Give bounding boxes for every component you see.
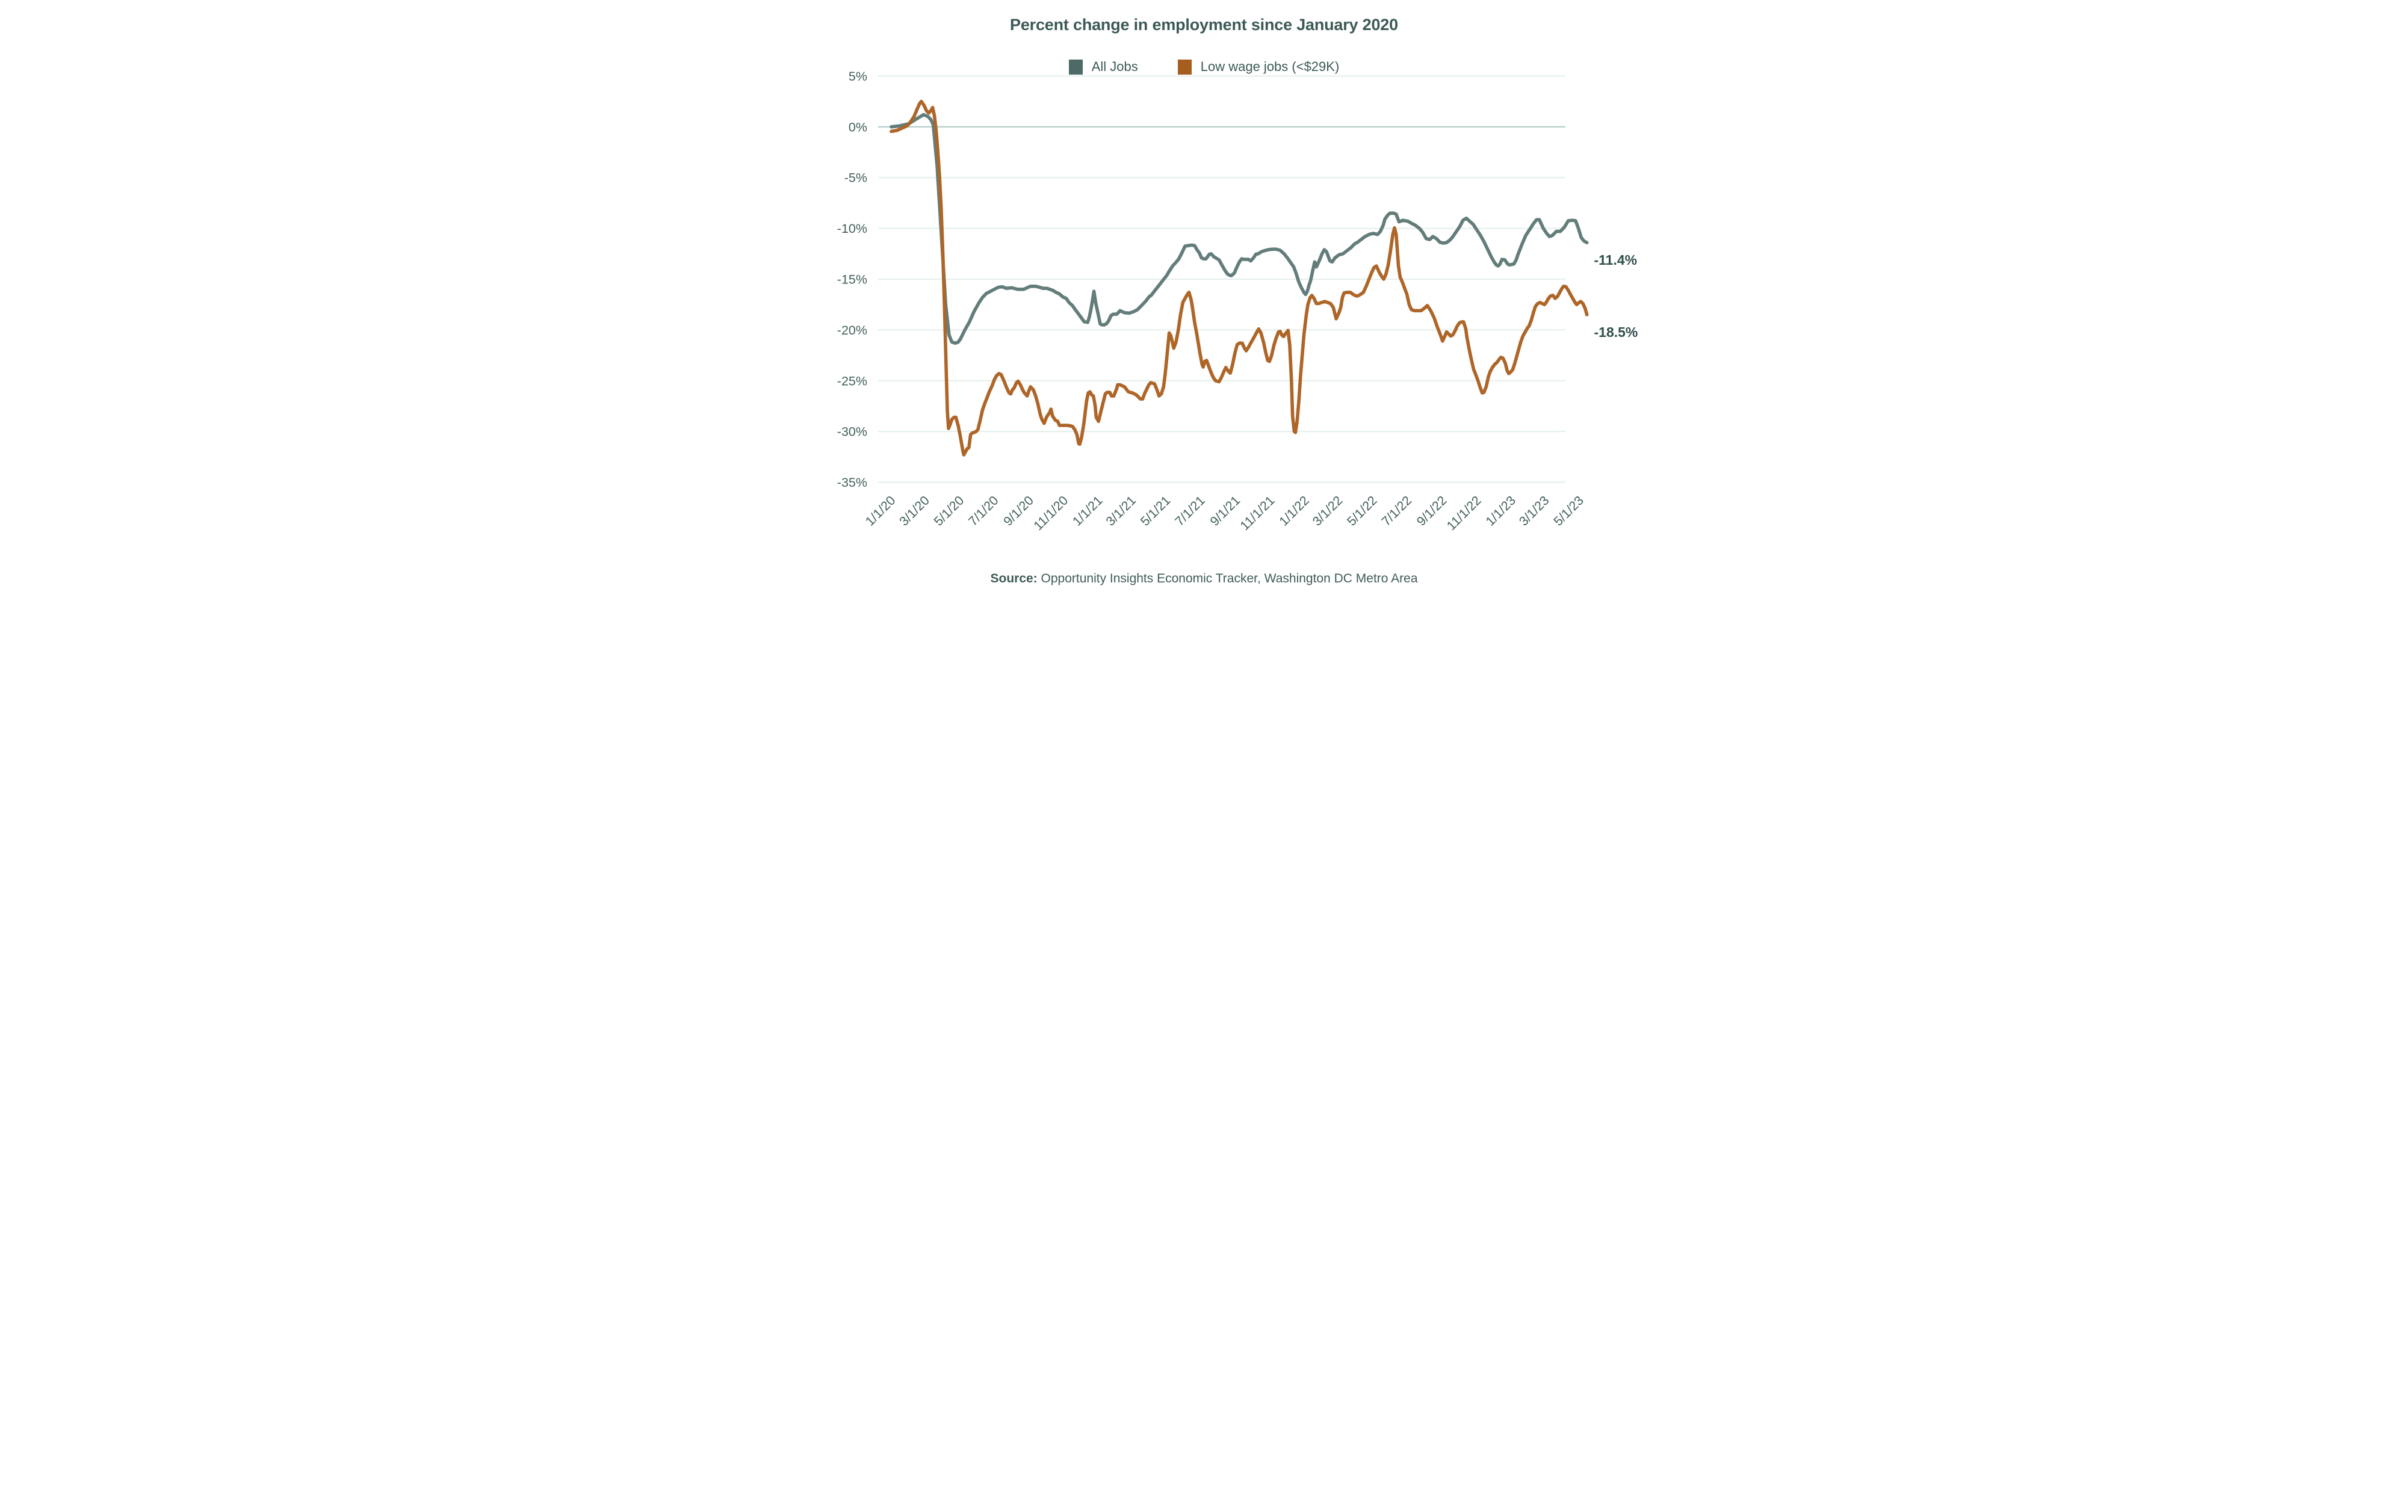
legend-item-low-wage: Low wage jobs (<$29K)	[1177, 59, 1340, 75]
x-tick-label: 1/1/23	[1482, 493, 1518, 529]
x-tick-label: 5/1/20	[931, 493, 967, 529]
low-wage-swatch-icon	[1177, 59, 1192, 75]
y-tick-label: 5%	[848, 69, 867, 84]
series-line-low-wage	[889, 99, 1588, 457]
y-tick-label: -25%	[837, 374, 867, 388]
legend-item-all-jobs: All Jobs	[1068, 59, 1138, 75]
chart-title: Percent change in employment since Janua…	[1010, 16, 1398, 34]
y-tick-label: -5%	[844, 171, 867, 185]
x-tick-label: 11/1/21	[1237, 493, 1278, 534]
x-tick-label: 3/1/20	[896, 493, 932, 529]
x-tick-label: 7/1/20	[965, 493, 1001, 529]
y-tick-label: -30%	[837, 425, 867, 439]
source-text: Opportunity Insights Economic Tracker, W…	[1037, 572, 1418, 585]
x-tick-label: 3/1/23	[1516, 493, 1552, 529]
y-tick-label: -10%	[837, 221, 867, 236]
chart-canvas: 5%0%-5%-10%-15%-20%-25%-30%-35%1/1/203/1…	[837, 69, 1588, 534]
y-tick-label: -15%	[837, 272, 867, 286]
x-tick-label: 11/1/20	[1030, 493, 1071, 534]
source-attribution: Source: Opportunity Insights Economic Tr…	[723, 572, 1686, 586]
legend-label-low-wage: Low wage jobs (<$29K)	[1200, 59, 1340, 74]
x-tick-label: 1/1/22	[1276, 493, 1311, 529]
y-tick-label: -35%	[837, 475, 867, 490]
employment-chart: 5% 0% -5% -10% -15% -20% -25% -30% -35% 1/1/20 3/1…	[722, 0, 1686, 605]
x-tick-label: 5/1/22	[1344, 493, 1379, 529]
low-wage-end-value-label: -18.5%	[1594, 324, 1638, 340]
y-tick-label: -20%	[837, 323, 867, 338]
all-jobs-end-value-label: -11.4%	[1594, 252, 1638, 268]
x-tick-label: 11/1/22	[1444, 493, 1484, 534]
legend-label-all-jobs: All Jobs	[1091, 59, 1138, 74]
series-line-all-jobs	[889, 113, 1588, 345]
chart-legend: All Jobs Low wage jobs (<$29K)	[723, 59, 1686, 75]
source-label: Source:	[990, 572, 1038, 585]
x-tick-label: 5/1/21	[1137, 493, 1173, 529]
x-tick-label: 3/1/21	[1103, 493, 1138, 529]
all-jobs-swatch-icon	[1068, 59, 1083, 75]
x-tick-label: 1/1/21	[1069, 493, 1105, 529]
x-tick-label: 7/1/22	[1378, 493, 1414, 529]
x-tick-label: 1/1/20	[862, 493, 898, 529]
x-tick-label: 5/1/23	[1550, 493, 1586, 529]
y-tick-label: 0%	[848, 120, 867, 134]
x-tick-label: 7/1/21	[1172, 493, 1207, 529]
x-tick-label: 3/1/22	[1310, 493, 1345, 529]
